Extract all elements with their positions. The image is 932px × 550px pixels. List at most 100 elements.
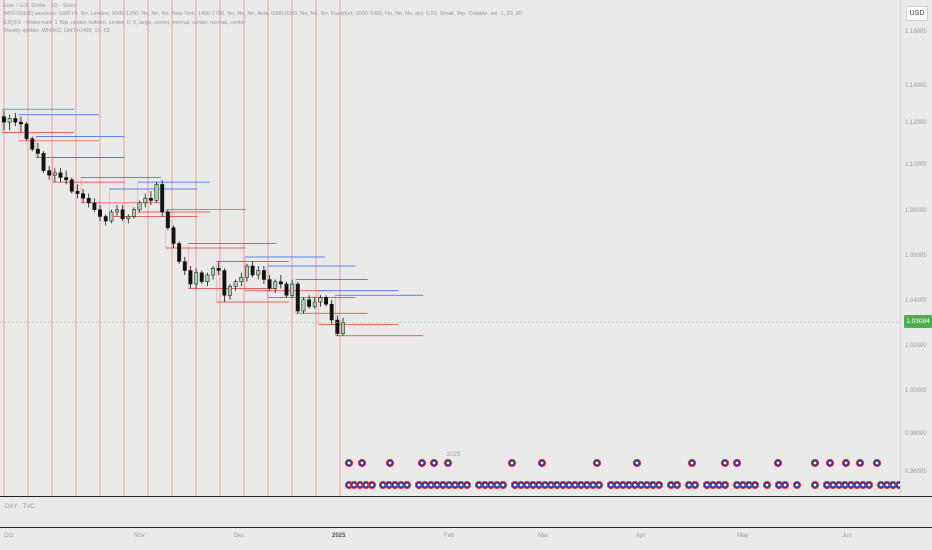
economic-event-icon[interactable] — [510, 480, 520, 490]
economic-event-icon[interactable] — [361, 480, 371, 490]
last-price-tag: 1.03084 — [904, 315, 932, 328]
economic-event-icon[interactable] — [582, 480, 592, 490]
legend-line-watermark[interactable]: [LX] FX - Watermark 1 Top, center, botto… — [3, 19, 246, 26]
event-icon-center — [795, 483, 799, 487]
economic-event-icon[interactable] — [385, 458, 395, 468]
economic-event-icon[interactable] — [810, 458, 820, 468]
economic-event-icon[interactable] — [367, 480, 377, 490]
event-icon-center — [711, 483, 715, 487]
bull-candle — [7, 118, 12, 123]
economic-event-icon[interactable] — [537, 458, 547, 468]
bear-candle — [295, 283, 300, 312]
bear-candle — [30, 138, 35, 150]
bull-candle — [256, 270, 261, 276]
bear-candle — [69, 179, 74, 192]
economic-event-icon[interactable] — [672, 480, 682, 490]
bull-candle — [194, 272, 199, 285]
economic-event-icon[interactable] — [720, 480, 730, 490]
dxy-pane[interactable]: DXY · TVC — [0, 496, 932, 528]
price-axis[interactable]: 1.16000 1.14000 1.12000 1.10000 1.08000 1.060… — [900, 0, 932, 496]
bear-candle — [19, 121, 23, 125]
economic-event-icon[interactable] — [872, 458, 882, 468]
economic-event-icon[interactable] — [450, 480, 460, 490]
event-icon-center — [543, 483, 547, 487]
economic-event-icon[interactable] — [810, 480, 820, 490]
economic-event-icon[interactable] — [750, 480, 760, 490]
price-chart[interactable] — [0, 0, 904, 496]
economic-event-icon[interactable] — [684, 480, 694, 490]
economic-event-icon[interactable] — [732, 458, 742, 468]
economic-event-icon[interactable] — [564, 480, 574, 490]
bull-candle — [115, 209, 119, 213]
bear-candle — [47, 170, 52, 176]
economic-event-icon[interactable] — [738, 480, 748, 490]
time-axis[interactable]: Oct Nov Dec 2025 Feb Mar Apr May Jun — [0, 527, 932, 550]
bear-candle — [120, 209, 125, 219]
price-tick-label: 1.02000 — [905, 343, 927, 349]
event-icon-center — [747, 483, 751, 487]
event-icon-center — [723, 483, 727, 487]
economic-event-icon[interactable] — [855, 458, 865, 468]
economic-event-icon[interactable] — [462, 480, 472, 490]
currency-button[interactable]: USD — [906, 6, 928, 21]
economic-event-icon[interactable] — [594, 480, 604, 490]
economic-event-icon[interactable] — [702, 480, 712, 490]
economic-event-icon[interactable] — [498, 480, 508, 490]
economic-event-icon[interactable] — [576, 480, 586, 490]
economic-event-icon[interactable] — [357, 458, 367, 468]
event-icon-center — [831, 483, 835, 487]
bear-candle — [267, 279, 272, 289]
event-icon-center — [561, 483, 565, 487]
event-icon-center — [858, 461, 862, 465]
event-icon-center — [453, 483, 457, 487]
main-chart-pane[interactable]: Euro / U.S. Dollar · 1D · Saxo [MYFXHUB]… — [0, 0, 904, 496]
bear-candle — [41, 153, 46, 171]
event-icon-center — [432, 461, 436, 465]
bear-candle — [199, 272, 204, 282]
economic-event-icon[interactable] — [429, 458, 439, 468]
economic-event-icon[interactable] — [648, 480, 658, 490]
symbol-title[interactable]: Euro / U.S. Dollar · 1D · Saxo — [3, 3, 76, 9]
economic-event-icon[interactable] — [720, 458, 730, 468]
economic-event-icon[interactable] — [780, 480, 790, 490]
economic-event-icon[interactable] — [822, 480, 832, 490]
bear-candle — [81, 193, 86, 199]
bull-candle — [233, 281, 238, 287]
legend-line-weekly-splitter[interactable]: Weekly splitter: WN/W2, GMT+0400, 10, 63 — [3, 27, 110, 34]
economic-event-icon[interactable] — [417, 458, 427, 468]
bull-candle — [273, 281, 278, 289]
event-icon-center — [370, 483, 374, 487]
event-icon-center — [489, 483, 493, 487]
economic-event-icon[interactable] — [654, 480, 664, 490]
economic-event-icon[interactable] — [841, 458, 851, 468]
dxy-pane-label[interactable]: DXY · TVC — [5, 504, 35, 510]
economic-event-icon[interactable] — [474, 480, 484, 490]
economic-event-icon[interactable] — [762, 480, 772, 490]
economic-event-icon[interactable] — [402, 480, 412, 490]
economic-event-icon[interactable] — [714, 480, 724, 490]
bull-candle — [341, 322, 345, 334]
economic-event-icon[interactable] — [570, 480, 580, 490]
economic-event-icon[interactable] — [507, 458, 517, 468]
legend-line-sessions[interactable]: [MYFXHUB] sessions: GMT+0, No, London, 0… — [3, 11, 522, 18]
event-icon-center — [483, 483, 487, 487]
economic-event-icon[interactable] — [792, 480, 802, 490]
economic-event-icon[interactable] — [632, 458, 642, 468]
economic-event-icon[interactable] — [443, 458, 453, 468]
price-tick-label: 1.06000 — [905, 253, 927, 259]
economic-event-icon[interactable] — [690, 480, 700, 490]
economic-event-icon[interactable] — [592, 458, 602, 468]
event-icon-center — [360, 461, 364, 465]
event-icon-center — [633, 483, 637, 487]
economic-event-icon[interactable] — [687, 458, 697, 468]
economic-event-icon[interactable] — [349, 480, 359, 490]
economic-event-icon[interactable] — [773, 458, 783, 468]
economic-event-icon[interactable] — [606, 480, 616, 490]
bear-candle — [86, 197, 91, 204]
economic-event-icon[interactable] — [825, 458, 835, 468]
event-icon-center — [825, 483, 829, 487]
time-axis-label: Nov — [134, 533, 145, 539]
economic-event-icon[interactable] — [540, 480, 550, 490]
economic-event-icon[interactable] — [344, 458, 354, 468]
economic-event-icon[interactable] — [864, 480, 874, 490]
